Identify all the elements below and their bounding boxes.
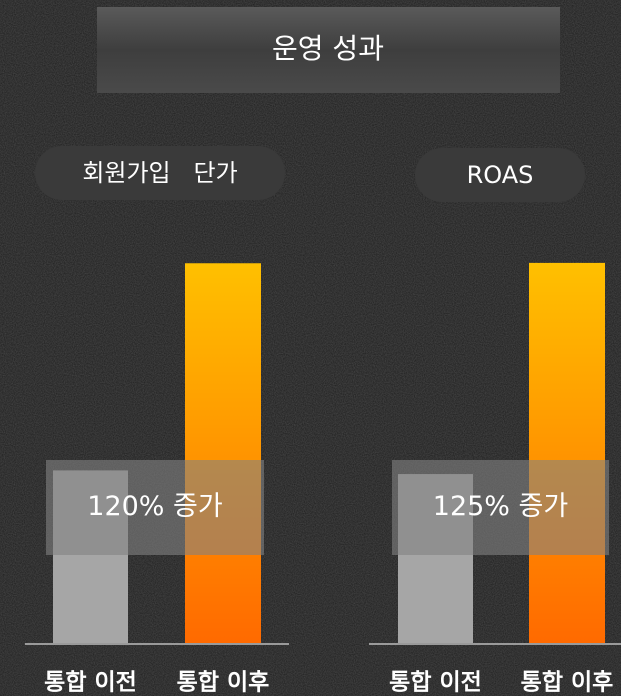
bar xyxy=(529,262,605,643)
annotation: 120% 증가 xyxy=(87,491,222,522)
title-pill xyxy=(415,148,585,202)
title-pill xyxy=(35,146,285,200)
annotation-box xyxy=(392,460,609,555)
chart-title: 회원가입 단가 xyxy=(82,159,237,187)
x-tick-label: 통합 이후 xyxy=(521,670,614,696)
chart-title: ROAS xyxy=(467,161,534,189)
page-title: 운영 성과 xyxy=(272,32,384,65)
bar xyxy=(185,263,261,643)
x-tick-label: 통합 이후 xyxy=(177,670,270,696)
x-tick-label: 통합 이전 xyxy=(44,670,137,696)
annotation-box xyxy=(46,460,264,555)
title-band xyxy=(97,7,560,93)
x-tick-label: 통합 이전 xyxy=(389,670,482,696)
annotation: 125% 증가 xyxy=(433,491,568,522)
